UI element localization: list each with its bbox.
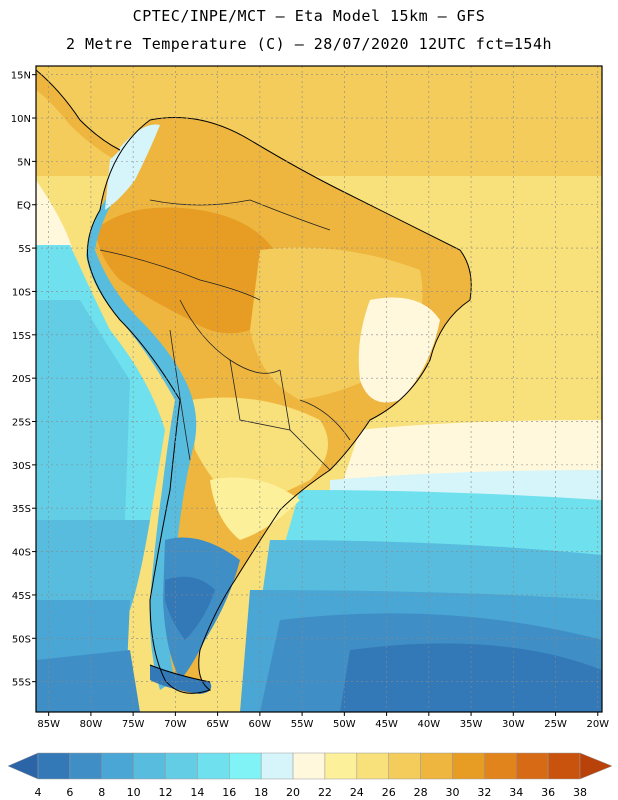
lon-tick-label: 50W xyxy=(333,719,356,730)
colorbar-label: 18 xyxy=(254,786,268,799)
lat-tick-label: 5S xyxy=(18,244,31,255)
colorbar-box xyxy=(133,752,166,780)
colorbar-box xyxy=(197,752,230,780)
lat-tick-label: 5N xyxy=(17,157,31,168)
colorbar-box xyxy=(515,752,549,780)
lat-tick-label: EQ xyxy=(17,201,31,212)
lat-tick-label: 15S xyxy=(12,331,31,342)
lat-tick-label: 45S xyxy=(12,591,31,602)
colorbar-right-arrow xyxy=(579,752,613,780)
lat-tick-label: 35S xyxy=(12,504,31,515)
colorbar-label: 28 xyxy=(414,786,428,799)
lon-tick-label: 20W xyxy=(586,719,609,730)
colorbar-label: 12 xyxy=(159,786,173,799)
lat-tick-label: 55S xyxy=(12,678,31,689)
colorbar-label: 14 xyxy=(190,786,204,799)
lon-ticks: 85W 80W 75W 70W 65W 60W 55W 50W 45W 40W 35W 30W 25W 2… xyxy=(37,712,609,730)
title-line-2: 2 Metre Temperature (C) – 28/07/2020 12U… xyxy=(65,35,553,53)
lon-tick-label: 55W xyxy=(291,719,314,730)
gridlines xyxy=(36,66,602,712)
lat-tick-label: 20S xyxy=(12,374,31,385)
lon-tick-label: 65W xyxy=(206,719,229,730)
lon-tick-label: 25W xyxy=(544,719,567,730)
colorbar-label: 24 xyxy=(350,786,364,799)
lon-tick-label: 40W xyxy=(418,719,441,730)
colorbar-box xyxy=(260,752,294,780)
colorbar-label: 36 xyxy=(541,786,555,799)
colorbar-box xyxy=(229,752,262,780)
lon-tick-label: 80W xyxy=(80,719,103,730)
colorbar-box xyxy=(324,752,358,780)
lon-tick-label: 45W xyxy=(375,719,398,730)
colorbar-box xyxy=(356,752,389,780)
colorbar-label: 10 xyxy=(127,786,141,799)
colorbar-box xyxy=(165,752,198,780)
colorbar-box xyxy=(69,752,103,780)
lat-ticks: 15N 10N 5N EQ 5S 10S 15S 20S 25S 30S 35S 40S 45S 50S 5… xyxy=(11,71,36,689)
lat-tick-label: 50S xyxy=(12,634,31,645)
colorbar-box xyxy=(420,752,453,780)
colorbar-label: 38 xyxy=(573,786,587,799)
colorbar-box xyxy=(547,752,581,780)
colorbar-label: 8 xyxy=(98,786,105,799)
colorbar-box xyxy=(292,752,326,780)
colorbar-box xyxy=(388,752,421,780)
colorbar-label: 20 xyxy=(286,786,300,799)
colorbar-box xyxy=(101,752,134,780)
country-borders xyxy=(99,199,351,471)
lon-tick-label: 75W xyxy=(122,719,145,730)
lat-tick-label: 25S xyxy=(12,418,31,429)
colorbar-label: 22 xyxy=(318,786,332,799)
colorbar-label: 26 xyxy=(382,786,396,799)
colorbar-box xyxy=(452,752,485,780)
colorbar-label: 30 xyxy=(445,786,459,799)
map-field xyxy=(36,66,602,712)
coastlines xyxy=(36,69,472,694)
colorbar-label: 6 xyxy=(66,786,73,799)
lat-tick-label: 10N xyxy=(11,114,31,125)
lat-tick-label: 40S xyxy=(12,548,31,559)
title-line-1: CPTEC/INPE/MCT – Eta Model 15km – GFS xyxy=(132,7,486,25)
lon-tick-label: 35W xyxy=(460,719,483,730)
lat-tick-label: 10S xyxy=(12,287,31,298)
colorbar-label: 32 xyxy=(477,786,491,799)
colorbar-left-arrow xyxy=(7,752,39,780)
colorbar-box xyxy=(484,752,517,780)
colorbar-label: 16 xyxy=(222,786,236,799)
colorbar-label: 34 xyxy=(509,786,523,799)
lon-tick-label: 60W xyxy=(249,719,272,730)
lat-tick-label: 15N xyxy=(11,71,31,82)
colorbar-box xyxy=(37,752,71,780)
lon-tick-label: 85W xyxy=(37,719,60,730)
lon-tick-label: 30W xyxy=(502,719,525,730)
map-frame xyxy=(35,65,603,713)
lon-tick-label: 70W xyxy=(164,719,187,730)
lat-tick-label: 30S xyxy=(12,461,31,472)
colorbar-label: 4 xyxy=(35,786,42,799)
